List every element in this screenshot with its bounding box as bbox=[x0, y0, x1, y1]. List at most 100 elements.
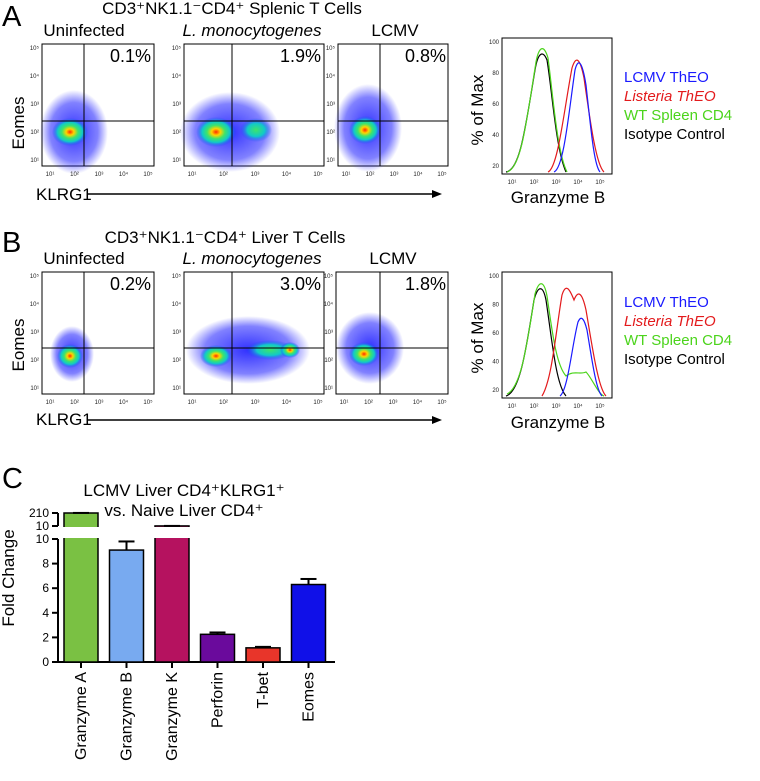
hist-y-tick: 20 bbox=[492, 164, 499, 170]
hist-y-tick: 60 bbox=[492, 331, 499, 337]
flow-x-tick: 10⁵ bbox=[143, 399, 153, 406]
hist-x-tick: 10³ bbox=[552, 404, 561, 410]
panel-a-sample-uninfected: Uninfected bbox=[43, 21, 124, 40]
flow-x-tick: 10³ bbox=[251, 400, 260, 406]
flow-x-tick: 10² bbox=[366, 172, 375, 178]
hist-y-tick: 40 bbox=[492, 360, 499, 366]
panel-b-hist-x-label: Granzyme B bbox=[511, 413, 605, 432]
flow-x-tick: 10³ bbox=[95, 172, 104, 178]
hist-y-tick: 20 bbox=[492, 388, 499, 394]
flow-x-tick: 10² bbox=[70, 400, 79, 406]
panel-b-y-label: Eomes bbox=[9, 319, 28, 372]
flow-x-tick: 10⁵ bbox=[313, 399, 323, 406]
legend-wt-spleen-cd4: WT Spleen CD4 bbox=[624, 107, 732, 124]
panel-a-hist-x-label: Granzyme B bbox=[511, 188, 605, 207]
panel-a-arrowhead-icon bbox=[432, 190, 442, 198]
flow-x-tick: 10¹ bbox=[46, 400, 55, 406]
flow-y-tick: 10⁵ bbox=[172, 45, 182, 52]
panel-a-dotplot-lcmv: 0.8% bbox=[334, 43, 449, 172]
flow-x-tick: 10⁴ bbox=[413, 171, 423, 178]
flow-x-tick: 10⁴ bbox=[282, 399, 292, 406]
panel-b-hist-y-label: % of Max bbox=[468, 302, 487, 373]
panel-b-arrowhead-icon bbox=[432, 416, 442, 424]
hist-x-tick: 10⁵ bbox=[595, 403, 605, 410]
panel-b-pct-lcmv: 1.8% bbox=[405, 274, 446, 294]
flow-x-tick: 10⁴ bbox=[119, 399, 129, 406]
flow-y-tick: 10³ bbox=[30, 102, 39, 108]
flow-x-tick: 10² bbox=[219, 400, 228, 406]
flow-y-tick: 10⁴ bbox=[172, 301, 182, 308]
flow-x-tick: 10³ bbox=[389, 400, 398, 406]
panel-b-sample-lcmv: LCMV bbox=[369, 249, 417, 268]
flow-y-tick: 10² bbox=[326, 130, 335, 136]
panel-b-letter: B bbox=[2, 227, 21, 259]
bar-t-bet bbox=[245, 647, 281, 663]
flow-x-tick: 10² bbox=[364, 400, 373, 406]
panel-c-title-line1: LCMV Liver CD4⁺KLRG1⁺ bbox=[83, 481, 284, 500]
flow-x-tick: 10¹ bbox=[340, 400, 349, 406]
panel-b-pct-listeria: 3.0% bbox=[280, 274, 321, 294]
hist-y-tick: 80 bbox=[492, 303, 499, 309]
bar-granzyme-b bbox=[108, 549, 145, 663]
bar-granzyme-k bbox=[154, 525, 190, 663]
axis-break bbox=[54, 527, 334, 538]
hist-y-tick: 100 bbox=[489, 40, 500, 46]
flow-x-tick: 10⁵ bbox=[143, 171, 153, 178]
flow-y-tick: 10² bbox=[324, 358, 333, 364]
panel-a-pct-lcmv: 0.8% bbox=[405, 46, 446, 66]
panel-b-title: CD3⁺NK1.1⁻CD4⁺ Liver T Cells bbox=[105, 228, 346, 247]
legend-b-lcmv-theo: LCMV ThEO bbox=[624, 294, 709, 311]
flow-x-tick: 10² bbox=[219, 172, 228, 178]
hist-x-tick: 10¹ bbox=[508, 404, 517, 410]
flow-x-tick: 10¹ bbox=[342, 172, 351, 178]
panel-b-dotplot-uninfected: 0.2% bbox=[41, 271, 155, 395]
panel-b-dotplot-listeria: 3.0% bbox=[183, 271, 325, 395]
flow-y-tick: 10³ bbox=[326, 102, 335, 108]
panel-a-x-label: KLRG1 bbox=[36, 185, 92, 204]
flow-y-tick: 10² bbox=[30, 358, 39, 364]
flow-x-tick: 10⁴ bbox=[282, 171, 292, 178]
flow-x-tick: 10⁴ bbox=[413, 399, 423, 406]
legend-lcmv-theo: LCMV ThEO bbox=[624, 69, 709, 86]
flow-x-tick: 10⁴ bbox=[119, 171, 129, 178]
flow-y-tick: 10³ bbox=[172, 102, 181, 108]
legend-b-wt-spleen-cd4: WT Spleen CD4 bbox=[624, 332, 732, 349]
bar-perforin bbox=[199, 633, 236, 663]
flow-x-tick: 10³ bbox=[251, 172, 260, 178]
panel-c-y-label: Fold Change bbox=[0, 529, 18, 626]
y-tick-label: 10 bbox=[36, 532, 50, 546]
flow-y-tick: 10² bbox=[172, 130, 181, 136]
bar-eomes bbox=[290, 583, 327, 663]
panel-a-dotplot-listeria: 1.9% bbox=[180, 43, 325, 172]
legend-b-isotype-control: Isotype Control bbox=[624, 351, 725, 368]
y-tick-label: 6 bbox=[42, 581, 49, 595]
flow-y-tick: 10⁵ bbox=[30, 273, 40, 280]
panel-a-title: CD3⁺NK1.1⁻CD4⁺ Splenic T Cells bbox=[102, 0, 362, 18]
flow-y-tick: 10⁵ bbox=[30, 45, 40, 52]
panel-b-pct-uninfected: 0.2% bbox=[110, 274, 151, 294]
panel-a-pct-uninfected: 0.1% bbox=[110, 46, 151, 66]
flow-x-tick: 10² bbox=[70, 172, 79, 178]
panel-a-legend: LCMV ThEO Listeria ThEO WT Spleen CD4 Is… bbox=[624, 69, 732, 143]
flow-y-tick: 10³ bbox=[324, 330, 333, 336]
y-tick-label: 210 bbox=[29, 506, 49, 520]
panel-a-y-label: Eomes bbox=[9, 97, 28, 150]
flow-y-tick: 10⁴ bbox=[326, 73, 336, 80]
x-tick-label: Granzyme K bbox=[164, 672, 181, 761]
flow-y-tick: 10⁵ bbox=[326, 45, 336, 52]
panel-c-title-line2: vs. Naive Liver CD4⁺ bbox=[104, 501, 263, 520]
x-tick-label: Eomes bbox=[301, 672, 318, 722]
y-tick-label: 4 bbox=[42, 606, 49, 620]
flow-x-tick: 10¹ bbox=[46, 172, 55, 178]
flow-y-tick: 10⁴ bbox=[324, 301, 334, 308]
x-tick-label: Granzyme A bbox=[73, 672, 90, 760]
flow-y-tick: 10² bbox=[172, 358, 181, 364]
panel-a-hist-y-label: % of Max bbox=[468, 74, 487, 145]
hist-y-tick: 40 bbox=[492, 133, 499, 139]
legend-b-listeria-theo: Listeria ThEO bbox=[624, 313, 716, 330]
panel-b-sample-uninfected: Uninfected bbox=[43, 249, 124, 268]
legend-listeria-theo: Listeria ThEO bbox=[624, 88, 716, 105]
panel-c-letter: C bbox=[2, 463, 23, 495]
y-tick-label: 2 bbox=[42, 630, 49, 644]
